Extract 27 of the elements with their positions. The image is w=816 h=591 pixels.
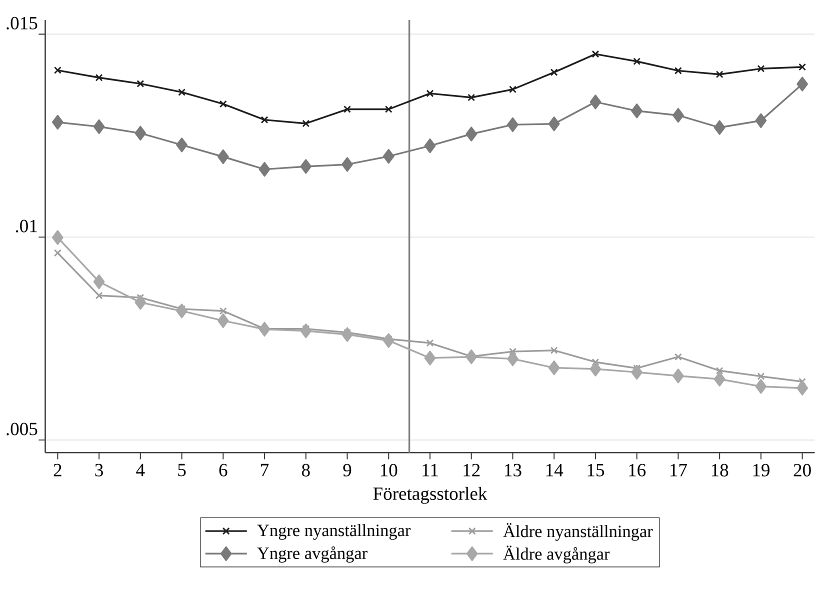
x-tick-label: 3 (95, 464, 103, 476)
x-tick-label: 6 (219, 464, 228, 476)
x-tick-label: 14 (546, 464, 564, 476)
x-tick-label: 18 (712, 464, 728, 476)
x-tick-label: 11 (422, 464, 438, 476)
x-tick-label: 7 (261, 464, 269, 476)
y-tick-label: .005 (6, 422, 38, 436)
x-tick-label: 17 (670, 464, 687, 476)
x-tick-label: 13 (505, 464, 522, 476)
x-tick-label: 9 (343, 464, 352, 476)
x-tick-label: 12 (464, 464, 480, 476)
x-tick-label: 15 (588, 464, 604, 476)
x-tick-label: 2 (54, 464, 62, 476)
y-tick-label: .01 (16, 220, 37, 232)
x-tick-label: 8 (302, 464, 310, 476)
legend-label: Äldre avgångar (503, 546, 610, 564)
x-tick-label: 20 (794, 464, 811, 476)
x-tick-label: 19 (753, 464, 770, 476)
x-tick-label: 4 (136, 464, 145, 476)
legend-label: Yngre nyanställningar (257, 524, 411, 540)
x-tick-label: 16 (629, 464, 646, 476)
x-axis-title: Företagsstorlek (373, 486, 488, 504)
legend-label: Äldre nyanställningar (503, 523, 653, 541)
x-tick-label: 5 (178, 464, 186, 476)
x-tick-label: 10 (380, 464, 398, 476)
y-tick-label: .015 (6, 16, 38, 30)
legend-label: Yngre avgångar (257, 546, 368, 563)
